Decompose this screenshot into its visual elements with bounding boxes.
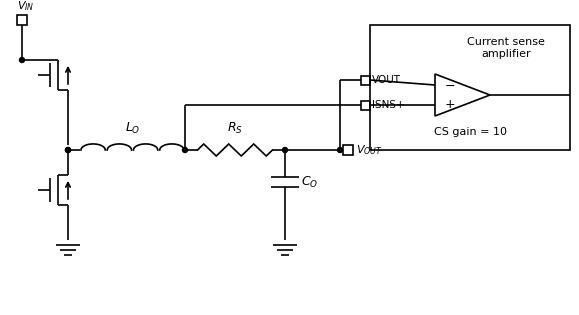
Bar (17, 15, 27, 25)
Circle shape (65, 147, 71, 152)
Text: $-$: $-$ (444, 78, 455, 91)
Circle shape (283, 147, 288, 152)
Text: ISNS+: ISNS+ (372, 100, 405, 110)
Text: $L_O$: $L_O$ (124, 121, 140, 136)
Text: $C_O$: $C_O$ (301, 175, 318, 190)
Circle shape (20, 58, 24, 62)
Bar (343, 145, 353, 155)
Text: Current sense
amplifier: Current sense amplifier (467, 37, 545, 59)
Bar (361, 76, 370, 84)
Text: CS gain = 10: CS gain = 10 (434, 127, 507, 137)
Bar (361, 100, 370, 110)
Circle shape (182, 147, 188, 152)
Circle shape (338, 147, 343, 152)
Text: $V_{IN}$: $V_{IN}$ (17, 0, 35, 13)
Text: $+$: $+$ (444, 99, 455, 112)
Text: $V_{OUT}$: $V_{OUT}$ (356, 143, 383, 157)
Bar (370, 25, 570, 150)
Circle shape (65, 147, 71, 152)
Text: $R_S$: $R_S$ (227, 121, 243, 136)
Text: VOUT: VOUT (372, 75, 401, 85)
